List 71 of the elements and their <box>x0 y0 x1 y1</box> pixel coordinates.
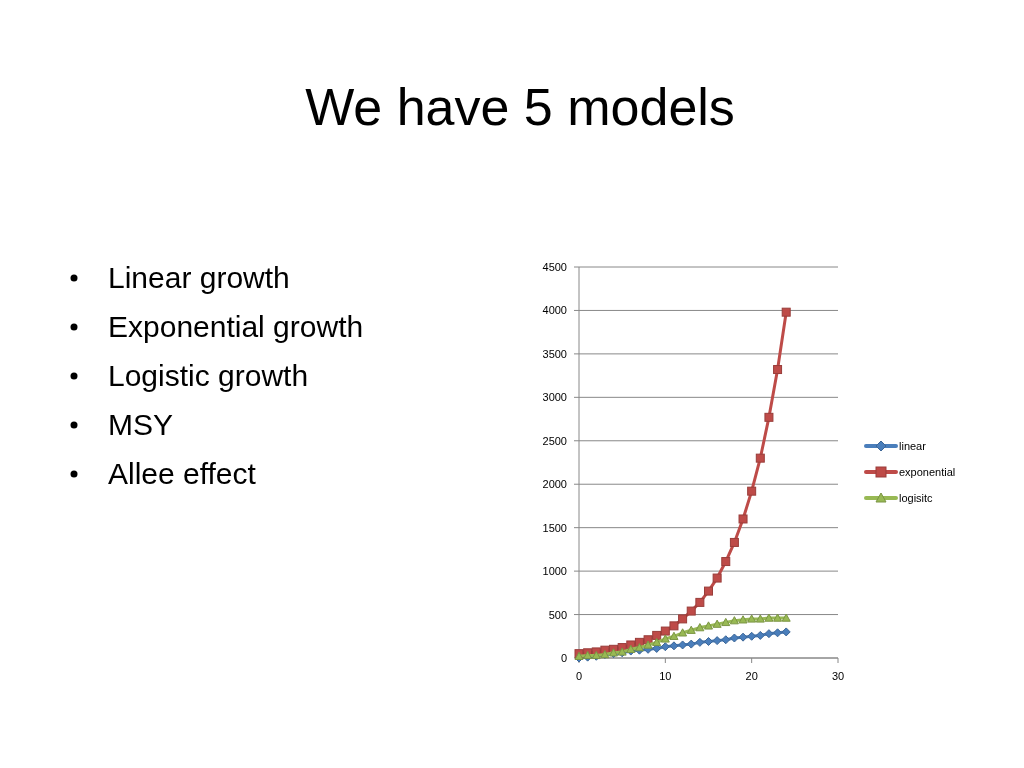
point <box>686 625 696 634</box>
point <box>660 626 670 636</box>
point <box>729 616 739 625</box>
point <box>704 621 713 630</box>
point <box>755 453 765 463</box>
point <box>678 614 688 624</box>
point <box>669 621 679 631</box>
point <box>781 307 791 317</box>
point <box>712 619 722 628</box>
point <box>678 640 688 650</box>
text: Linear growth <box>108 261 290 294</box>
point <box>704 586 713 596</box>
y-tick-label: 4500 <box>542 261 567 273</box>
text: MSY <box>108 408 174 441</box>
point <box>764 629 774 639</box>
point <box>738 615 748 624</box>
point <box>781 627 791 637</box>
x-tick-label: 10 <box>659 670 672 682</box>
x-tick-label: 0 <box>575 670 583 682</box>
point <box>712 573 722 583</box>
point <box>704 636 713 646</box>
y-tick-label: 3500 <box>542 347 567 360</box>
point <box>747 631 757 641</box>
point <box>781 613 791 622</box>
point <box>652 630 662 640</box>
point <box>686 606 696 616</box>
point <box>729 633 739 643</box>
point <box>678 628 688 637</box>
point <box>660 642 670 652</box>
point <box>695 597 705 607</box>
point <box>755 630 765 640</box>
y-tick-label: 4000 <box>542 304 567 317</box>
point <box>652 637 662 647</box>
legend-label: exponential <box>899 466 956 478</box>
point <box>712 636 722 646</box>
point <box>738 514 748 524</box>
y-tick-label: 3000 <box>542 391 567 404</box>
point <box>721 557 731 567</box>
y-tick-label: 1000 <box>542 565 567 578</box>
point <box>686 639 696 649</box>
point <box>695 623 705 632</box>
point <box>773 613 783 622</box>
chart-title: We have 5 models <box>305 78 735 136</box>
point <box>695 637 705 647</box>
point <box>747 614 757 623</box>
point <box>773 365 783 375</box>
point <box>721 635 731 645</box>
y-tick-label: 500 <box>548 608 567 621</box>
x-tick-label: 20 <box>745 670 758 682</box>
point <box>773 628 783 638</box>
text: Logistic growth <box>108 359 309 392</box>
point <box>738 632 748 642</box>
text: Allee effect <box>108 457 257 490</box>
point <box>764 613 774 622</box>
point <box>755 614 765 623</box>
y-tick-label: 2500 <box>542 434 567 447</box>
y-tick-label: 1500 <box>542 521 567 534</box>
point <box>721 617 731 627</box>
legend-label: logisitc <box>899 492 934 504</box>
x-tick-label: 30 <box>831 670 845 682</box>
y-tick-label: 2000 <box>542 478 567 491</box>
point <box>669 631 679 640</box>
y-tick-label: 0 <box>560 652 567 664</box>
point <box>747 486 757 496</box>
point <box>764 412 774 422</box>
point <box>660 634 670 643</box>
point <box>643 640 653 649</box>
point <box>669 641 679 651</box>
text: Exponential growth <box>108 310 364 343</box>
legend-label: linear <box>899 440 927 452</box>
point <box>729 537 739 547</box>
